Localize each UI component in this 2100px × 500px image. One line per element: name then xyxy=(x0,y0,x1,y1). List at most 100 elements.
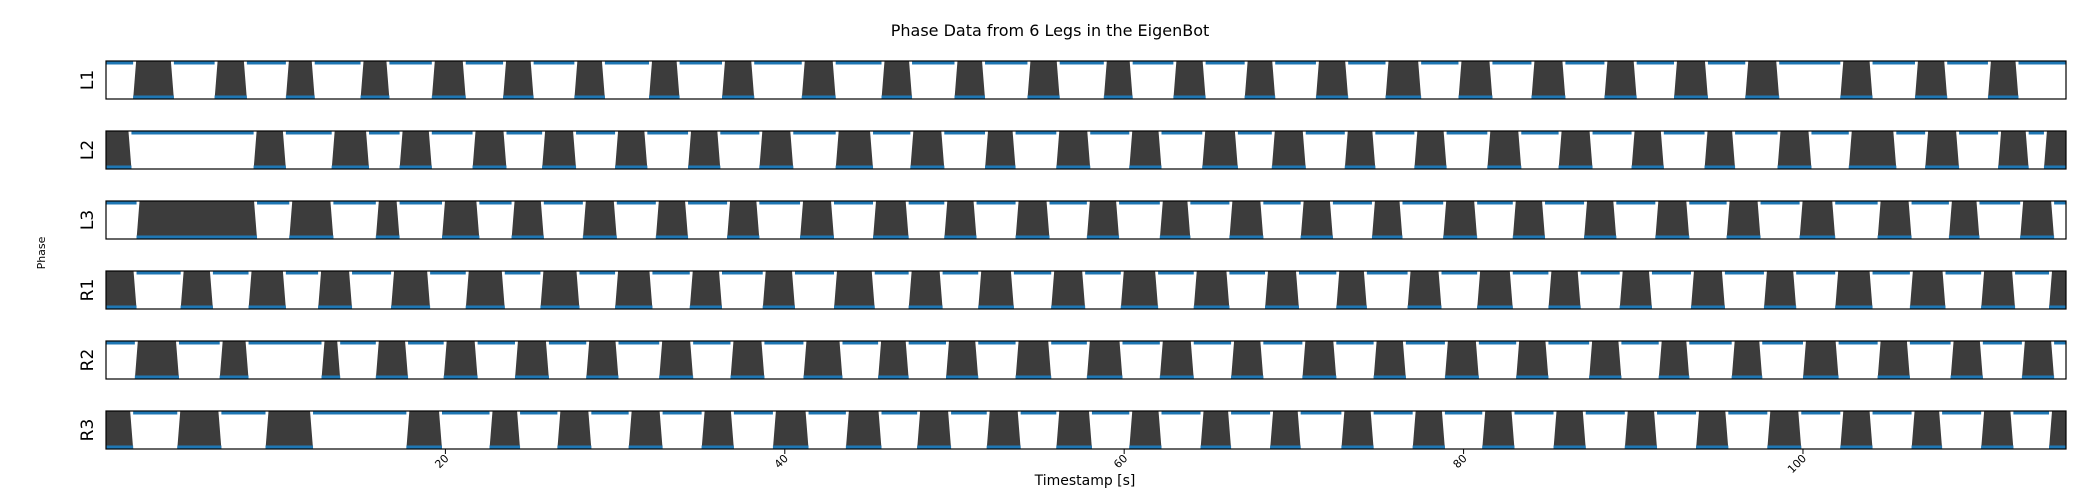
stance-region xyxy=(954,61,986,99)
stance-region xyxy=(1726,201,1761,239)
y-axis-label: Phase xyxy=(35,236,48,269)
stance-region xyxy=(1120,271,1159,309)
stance-region xyxy=(1482,411,1515,449)
stance-region xyxy=(730,341,765,379)
stance-region xyxy=(1877,341,1910,379)
stance-region xyxy=(803,341,843,379)
stance-region xyxy=(1265,271,1299,309)
stance-region xyxy=(289,201,334,239)
leg-panels: L1 L2 L3 R1 R2 R3 20 40 60 80 100 xyxy=(78,60,2067,476)
stance-region xyxy=(1589,341,1622,379)
stance-region xyxy=(465,271,505,309)
stance-region xyxy=(133,61,174,99)
stance-region xyxy=(1516,341,1549,379)
stance-region xyxy=(375,341,409,379)
stance-region xyxy=(1244,61,1276,99)
leg-label: R2 xyxy=(78,349,98,372)
stance-region xyxy=(1877,201,1912,239)
stance-region xyxy=(248,271,286,309)
leg-label: L1 xyxy=(78,70,98,90)
stance-region xyxy=(1202,131,1238,169)
leg-label: R1 xyxy=(78,279,98,302)
stance-region xyxy=(285,61,315,99)
stance-region xyxy=(1300,201,1333,239)
stance-region xyxy=(1911,411,1943,449)
stance-region xyxy=(391,271,431,309)
stance-region xyxy=(177,411,222,449)
leg-label: L2 xyxy=(78,140,98,160)
stance-region xyxy=(688,131,721,169)
stance-region xyxy=(1925,131,1960,169)
stance-region xyxy=(1159,201,1191,239)
stance-region xyxy=(214,61,247,99)
stance-region xyxy=(722,61,755,99)
stance-region xyxy=(1458,61,1493,99)
stance-region xyxy=(1229,201,1264,239)
stance-region xyxy=(1129,411,1162,449)
stance-region xyxy=(762,271,795,309)
stance-region xyxy=(878,341,909,379)
stance-region xyxy=(944,201,977,239)
stance-region xyxy=(1385,61,1422,99)
stance-region xyxy=(978,271,1014,309)
stance-region xyxy=(1763,271,1797,309)
panel-frame xyxy=(105,340,2067,380)
stance-region xyxy=(318,271,353,309)
stance-region xyxy=(1027,61,1060,99)
stance-region xyxy=(331,131,370,169)
stance-region xyxy=(180,271,213,309)
panel-frame xyxy=(105,270,2067,310)
stance-region xyxy=(1336,271,1367,309)
stance-region xyxy=(1619,271,1652,309)
stance-region xyxy=(431,61,466,99)
stance-region xyxy=(986,411,1021,449)
stance-region xyxy=(1548,271,1581,309)
stance-region xyxy=(985,131,1016,169)
stance-region xyxy=(540,271,580,309)
stance-region xyxy=(1987,61,2019,99)
stance-region xyxy=(1553,411,1586,449)
stance-region xyxy=(1344,131,1376,169)
panel-frame xyxy=(105,130,2067,170)
stance-region xyxy=(1731,341,1763,379)
stance-region xyxy=(1584,201,1617,239)
stance-region xyxy=(1981,411,2014,449)
stance-region xyxy=(1086,201,1120,239)
panel-frame xyxy=(105,60,2067,100)
stance-region xyxy=(800,201,834,239)
stance-region xyxy=(908,271,943,309)
stance-region xyxy=(1159,341,1194,379)
stance-region xyxy=(1056,411,1092,449)
stance-region xyxy=(1341,411,1374,449)
stance-region xyxy=(1051,271,1086,309)
stance-region xyxy=(1271,131,1306,169)
stance-region xyxy=(1745,61,1780,99)
stance-region xyxy=(1056,131,1091,169)
stance-region xyxy=(649,61,680,99)
stance-region xyxy=(1948,201,1980,239)
stance-region xyxy=(1315,61,1349,99)
chart-title: Phase Data from 6 Legs in the EigenBot xyxy=(891,21,1210,40)
leg-panel-r3: R3 xyxy=(78,410,2067,450)
stance-region xyxy=(1799,201,1836,239)
stance-region xyxy=(917,411,952,449)
stance-region xyxy=(910,131,945,169)
leg-panel-l3: L3 xyxy=(78,200,2067,240)
stance-region xyxy=(659,341,694,379)
stance-region xyxy=(406,411,442,449)
stance-region xyxy=(1477,271,1513,309)
leg-panel-r2: R2 xyxy=(78,340,2067,380)
stance-region xyxy=(1840,411,1873,449)
stance-region xyxy=(1302,341,1337,379)
stance-region xyxy=(772,411,809,449)
stance-region xyxy=(1270,411,1301,449)
stance-region xyxy=(399,131,432,169)
stance-region xyxy=(1103,61,1133,99)
stance-region xyxy=(472,131,507,169)
stance-region xyxy=(1129,131,1162,169)
leg-panel-r1: R1 xyxy=(78,270,2067,310)
stance-region xyxy=(2043,131,2066,169)
stance-region xyxy=(1558,131,1593,169)
stance-region xyxy=(1848,131,1897,169)
